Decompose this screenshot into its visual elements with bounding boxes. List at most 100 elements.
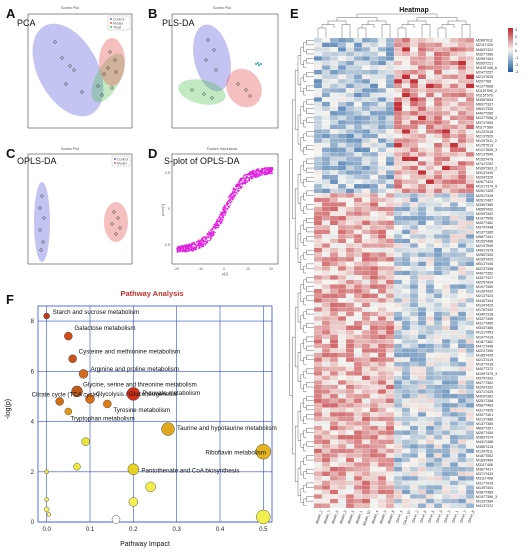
splot-point <box>249 173 251 175</box>
heatmap-cell <box>385 238 395 244</box>
heatmap-cell <box>337 37 347 43</box>
heatmap-cell <box>449 352 459 358</box>
heatmap-cell <box>417 106 427 112</box>
dendrogram-link <box>300 255 304 270</box>
splot-point <box>245 179 248 181</box>
heatmap-cell <box>337 133 347 139</box>
heatmap-cell <box>345 343 355 349</box>
heatmap-cell <box>377 197 387 203</box>
heatmap-cell <box>369 439 379 445</box>
heatmap-cell <box>345 220 355 226</box>
heatmap-cell <box>321 444 331 449</box>
heatmap-cell <box>449 480 459 486</box>
heatmap-cell <box>433 133 443 139</box>
heatmap-cell <box>385 165 395 171</box>
heatmap-cell <box>409 101 419 107</box>
heatmap-cell <box>441 197 451 203</box>
heatmap-cell <box>369 457 379 463</box>
heatmap-cell <box>441 83 451 89</box>
heatmap-cell <box>393 407 403 413</box>
heatmap-cell <box>425 266 435 271</box>
heatmap-cell <box>457 101 467 107</box>
heatmap-cell <box>433 92 443 98</box>
heatmap-cell <box>369 307 379 312</box>
heatmap-cell <box>361 311 371 317</box>
pathway-point-label: Starch and sucrose metabolism <box>53 309 140 316</box>
heatmap-cell <box>329 124 339 130</box>
heatmap-cell <box>377 47 387 52</box>
heatmap-cell <box>369 348 379 353</box>
splot-point <box>269 169 271 171</box>
heatmap-row-label: M115T590_2 <box>476 89 497 93</box>
heatmap-cell <box>369 316 379 322</box>
heatmap-cell <box>441 444 451 449</box>
heatmap-cell <box>457 65 467 71</box>
heatmap-cell <box>345 494 355 499</box>
heatmap-cell <box>313 88 323 93</box>
heatmap-cell <box>377 78 387 84</box>
heatmap-cell <box>361 375 371 381</box>
heatmap-cell <box>401 307 411 312</box>
heatmap-cell <box>393 120 403 125</box>
heatmap-cell <box>345 156 355 162</box>
heatmap-cell <box>425 457 435 463</box>
heatmap-cell <box>369 261 379 267</box>
panel-letter-c: C <box>6 146 16 161</box>
heatmap-cell <box>377 462 387 468</box>
heatmap-cell <box>409 138 419 144</box>
pathway-xtick: 0.1 <box>86 527 95 533</box>
heatmap-cell <box>385 298 395 303</box>
splot-point <box>271 168 274 171</box>
heatmap-cell <box>441 69 451 75</box>
heatmap-cell <box>345 215 355 221</box>
heatmap-cell <box>441 229 451 235</box>
heatmap-cell <box>385 384 395 390</box>
heatmap-column-label: OA-H_7 <box>459 510 467 524</box>
heatmap-cell <box>465 115 475 121</box>
splot-point <box>207 240 209 242</box>
heatmap-cell <box>465 366 475 372</box>
heatmap-cell <box>465 238 475 244</box>
splot-point <box>212 228 214 230</box>
heatmap-cell <box>409 489 419 495</box>
heatmap-cell <box>385 247 395 253</box>
heatmap-cell <box>393 238 403 244</box>
heatmap-cell <box>465 453 475 458</box>
heatmap-cell <box>433 384 443 390</box>
heatmap-cell <box>321 453 331 458</box>
heatmap-cell <box>385 129 395 134</box>
heatmap-cell <box>353 425 363 431</box>
heatmap-cell <box>465 88 475 93</box>
pathway-ytick: 6 <box>31 369 35 375</box>
heatmap-cell <box>385 152 395 157</box>
heatmap-cell <box>433 288 443 294</box>
heatmap-cell <box>401 279 411 285</box>
heatmap-cell <box>393 101 403 107</box>
heatmap-cell <box>441 307 451 312</box>
heatmap-cell <box>401 106 411 112</box>
splot-point <box>195 247 197 249</box>
heatmap-cell <box>449 101 459 107</box>
splot-point <box>237 187 240 190</box>
heatmap-cell <box>353 407 363 413</box>
splot-point <box>201 245 203 248</box>
splot-point <box>182 245 184 247</box>
heatmap-cell <box>345 430 355 436</box>
heatmap-cell <box>465 348 475 353</box>
heatmap-cell <box>401 298 411 303</box>
heatmap-cell <box>361 316 371 322</box>
heatmap-cell <box>433 334 443 340</box>
heatmap-cell <box>457 475 467 481</box>
heatmap-cell <box>401 161 411 166</box>
dendrogram-link <box>421 24 431 38</box>
dendrogram-link <box>306 131 314 137</box>
heatmap-cell <box>417 329 427 335</box>
heatmap-cell <box>321 448 331 454</box>
splot-point <box>235 184 237 187</box>
heatmap-cell <box>377 334 387 340</box>
heatmap-cell <box>345 229 355 235</box>
heatmap-cell <box>345 475 355 481</box>
heatmap-cell <box>393 129 403 134</box>
heatmap-cell <box>345 106 355 112</box>
heatmap-cell <box>361 389 371 395</box>
